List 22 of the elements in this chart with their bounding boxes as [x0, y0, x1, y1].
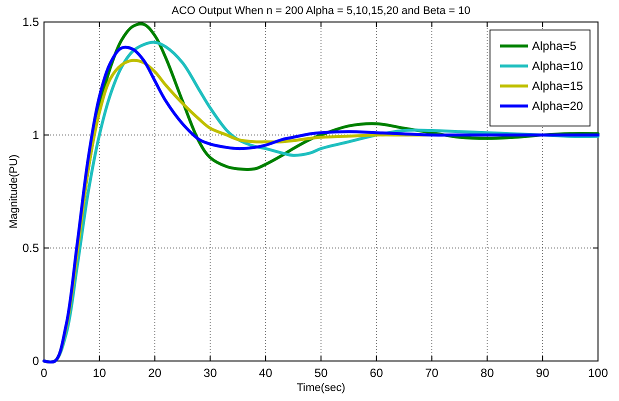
legend-label: Alpha=15 — [532, 79, 584, 94]
x-tick-label: 90 — [536, 366, 550, 380]
legend-label: Alpha=20 — [532, 99, 584, 114]
y-tick-label: 1.5 — [22, 15, 40, 30]
y-axis-title: Magnitude(PU) — [8, 154, 20, 228]
x-tick-label: 0 — [40, 366, 48, 380]
x-tick-label: 30 — [204, 366, 218, 380]
x-tick-label: 70 — [425, 366, 439, 380]
y-tick-label: 0 — [32, 354, 40, 368]
x-tick-label: 20 — [148, 366, 162, 380]
y-tick-label: 0.5 — [22, 241, 40, 256]
x-tick-label: 50 — [314, 366, 328, 380]
x-tick-label: 40 — [258, 366, 273, 380]
y-tick-label: 1 — [32, 128, 40, 142]
x-axis-title: Time(sec) — [296, 382, 346, 394]
x-tick-label: 80 — [480, 366, 494, 380]
x-tick-label: 100 — [588, 366, 608, 380]
chart-title: ACO Output When n = 200 Alpha = 5,10,15,20 and Beta = 10 — [172, 5, 470, 17]
legend-label: Alpha=10 — [532, 59, 584, 74]
x-tick-label: 10 — [92, 366, 106, 380]
legend-label: Alpha=5 — [532, 39, 577, 54]
x-tick-label: 60 — [370, 366, 384, 380]
